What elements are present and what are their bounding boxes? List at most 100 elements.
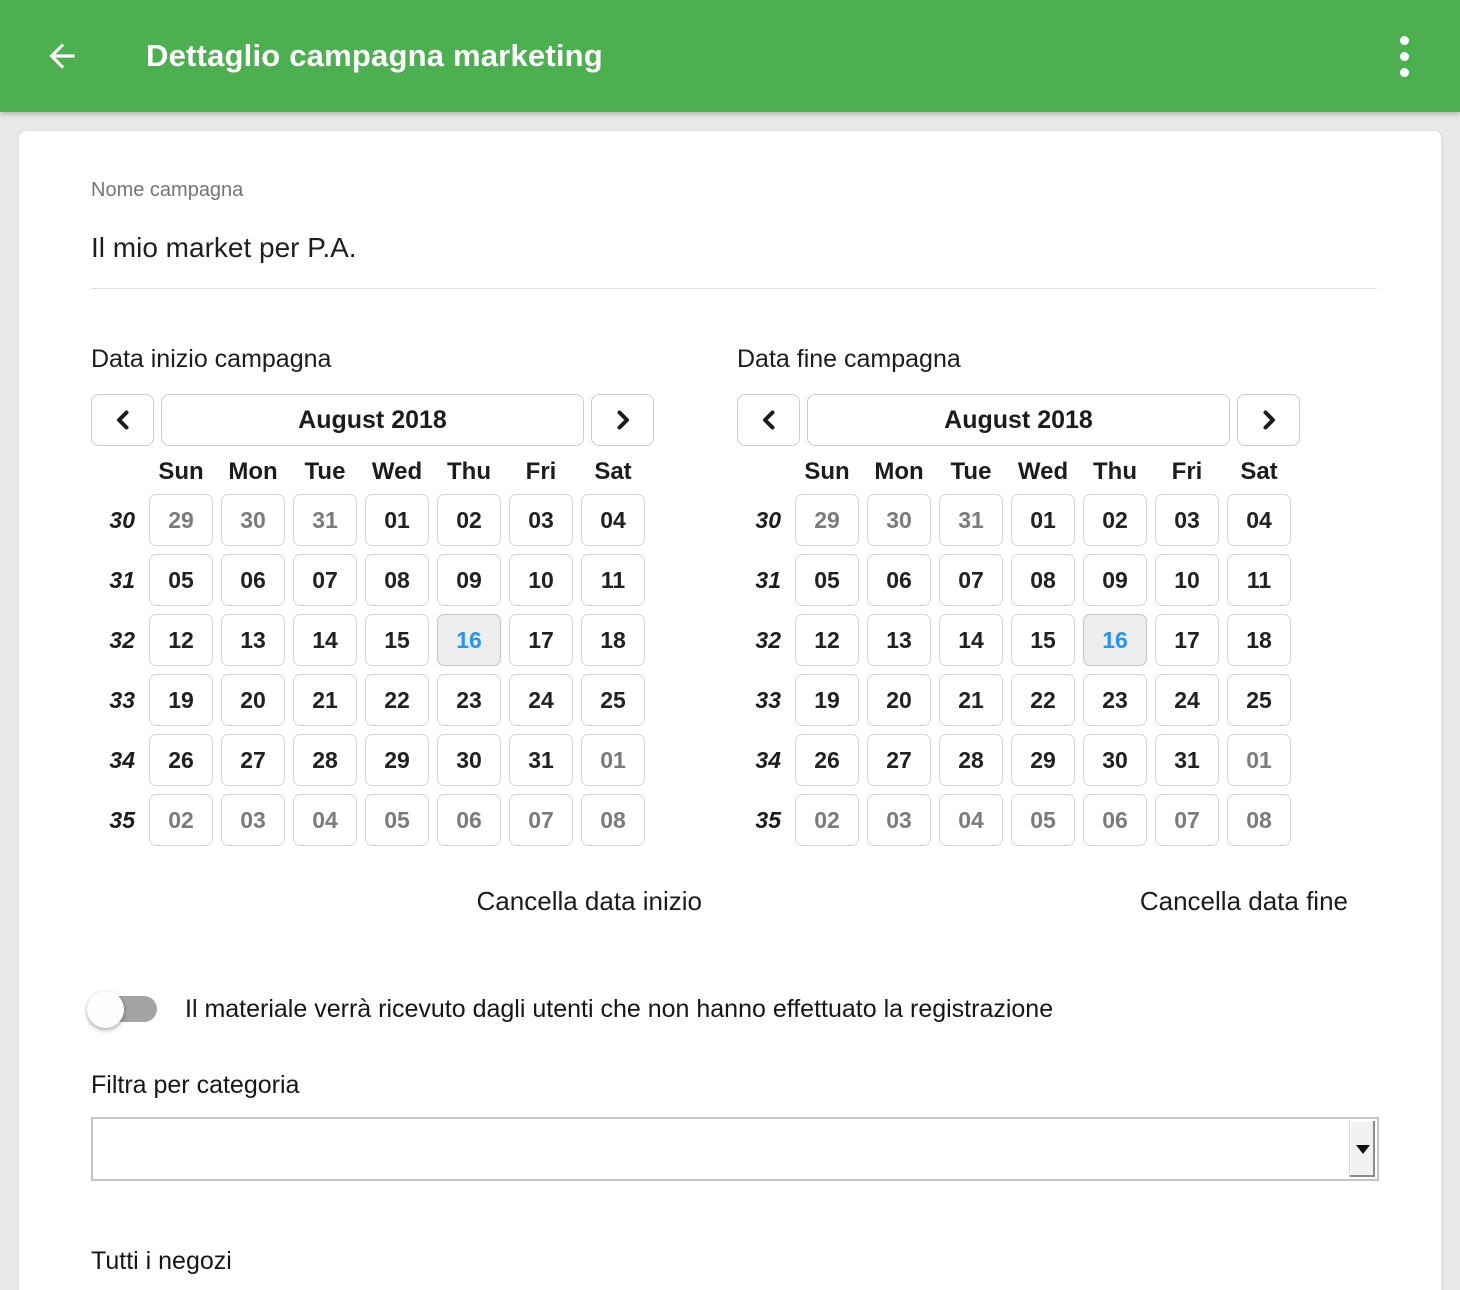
- day-cell[interactable]: 25: [581, 674, 645, 726]
- day-cell[interactable]: 23: [1083, 674, 1147, 726]
- day-cell[interactable]: 02: [795, 794, 859, 846]
- day-cell[interactable]: 01: [581, 734, 645, 786]
- day-cell[interactable]: 01: [1011, 494, 1075, 546]
- day-cell[interactable]: 02: [437, 494, 501, 546]
- day-cell[interactable]: 08: [1227, 794, 1291, 846]
- day-cell[interactable]: 26: [795, 734, 859, 786]
- day-cell[interactable]: 29: [795, 494, 859, 546]
- day-cell[interactable]: 20: [221, 674, 285, 726]
- day-cell[interactable]: 13: [221, 614, 285, 666]
- clear-start-date-button[interactable]: Cancella data inizio: [476, 886, 702, 916]
- prev-month-button[interactable]: [91, 394, 154, 446]
- day-cell[interactable]: 24: [509, 674, 573, 726]
- day-cell[interactable]: 18: [581, 614, 645, 666]
- day-cell[interactable]: 15: [365, 614, 429, 666]
- registration-toggle-switch[interactable]: [87, 991, 157, 1028]
- day-cell-selected[interactable]: 16: [1083, 614, 1147, 666]
- day-cell[interactable]: 05: [365, 794, 429, 846]
- day-cell[interactable]: 04: [939, 794, 1003, 846]
- day-cell[interactable]: 24: [1155, 674, 1219, 726]
- day-cell[interactable]: 31: [293, 494, 357, 546]
- next-month-button[interactable]: [591, 394, 654, 446]
- day-cell[interactable]: 03: [509, 494, 573, 546]
- day-cell[interactable]: 30: [1083, 734, 1147, 786]
- day-cell[interactable]: 22: [1011, 674, 1075, 726]
- month-year-button[interactable]: August 2018: [807, 394, 1230, 446]
- day-cell[interactable]: 13: [867, 614, 931, 666]
- day-cell[interactable]: 15: [1011, 614, 1075, 666]
- day-cell[interactable]: 02: [149, 794, 213, 846]
- clear-end-date-button[interactable]: Cancella data fine: [1139, 886, 1348, 916]
- day-cell[interactable]: 28: [939, 734, 1003, 786]
- day-cell[interactable]: 08: [1011, 554, 1075, 606]
- back-button[interactable]: [40, 34, 84, 78]
- day-cell[interactable]: 07: [509, 794, 573, 846]
- category-filter-select[interactable]: [91, 1117, 1379, 1181]
- month-year-button[interactable]: August 2018: [161, 394, 584, 446]
- prev-month-button[interactable]: [737, 394, 800, 446]
- day-cell[interactable]: 06: [437, 794, 501, 846]
- day-cell[interactable]: 04: [581, 494, 645, 546]
- day-cell[interactable]: 04: [1227, 494, 1291, 546]
- day-cell[interactable]: 03: [1155, 494, 1219, 546]
- day-cell[interactable]: 21: [939, 674, 1003, 726]
- day-cell[interactable]: 06: [221, 554, 285, 606]
- day-cell[interactable]: 31: [939, 494, 1003, 546]
- day-cell[interactable]: 26: [149, 734, 213, 786]
- day-cell[interactable]: 20: [867, 674, 931, 726]
- day-cell[interactable]: 03: [867, 794, 931, 846]
- day-cell[interactable]: 29: [1011, 734, 1075, 786]
- day-cell[interactable]: 12: [795, 614, 859, 666]
- day-cell[interactable]: 11: [581, 554, 645, 606]
- day-cell[interactable]: 27: [867, 734, 931, 786]
- day-cell[interactable]: 27: [221, 734, 285, 786]
- week-number: 32: [755, 626, 781, 653]
- day-cell[interactable]: 30: [221, 494, 285, 546]
- day-cell[interactable]: 19: [149, 674, 213, 726]
- day-cell[interactable]: 23: [437, 674, 501, 726]
- day-cell-selected[interactable]: 16: [437, 614, 501, 666]
- day-cell[interactable]: 17: [509, 614, 573, 666]
- day-cell[interactable]: 05: [1011, 794, 1075, 846]
- day-cell[interactable]: 30: [867, 494, 931, 546]
- day-cell[interactable]: 09: [437, 554, 501, 606]
- next-month-button[interactable]: [1237, 394, 1300, 446]
- day-cell[interactable]: 22: [365, 674, 429, 726]
- day-cell[interactable]: 14: [939, 614, 1003, 666]
- day-cell[interactable]: 31: [1155, 734, 1219, 786]
- day-cell[interactable]: 25: [1227, 674, 1291, 726]
- day-cell[interactable]: 10: [509, 554, 573, 606]
- day-cell[interactable]: 31: [509, 734, 573, 786]
- day-cell[interactable]: 02: [1083, 494, 1147, 546]
- overflow-menu-button[interactable]: [1384, 32, 1424, 80]
- day-cell[interactable]: 29: [149, 494, 213, 546]
- day-cell[interactable]: 29: [365, 734, 429, 786]
- campaign-name-input[interactable]: Il mio market per P.A.: [91, 232, 357, 263]
- day-cell[interactable]: 18: [1227, 614, 1291, 666]
- day-cell[interactable]: 05: [149, 554, 213, 606]
- weekday-label: Sun: [158, 458, 204, 485]
- select-dropdown-button[interactable]: [1349, 1121, 1375, 1177]
- day-cell[interactable]: 28: [293, 734, 357, 786]
- day-cell[interactable]: 17: [1155, 614, 1219, 666]
- day-cell[interactable]: 21: [293, 674, 357, 726]
- day-cell[interactable]: 14: [293, 614, 357, 666]
- day-cell[interactable]: 01: [365, 494, 429, 546]
- day-cell[interactable]: 09: [1083, 554, 1147, 606]
- day-cell[interactable]: 07: [1155, 794, 1219, 846]
- day-cell[interactable]: 19: [795, 674, 859, 726]
- day-cell[interactable]: 04: [293, 794, 357, 846]
- day-cell[interactable]: 05: [795, 554, 859, 606]
- day-cell[interactable]: 07: [293, 554, 357, 606]
- day-cell[interactable]: 10: [1155, 554, 1219, 606]
- day-cell[interactable]: 08: [581, 794, 645, 846]
- day-cell[interactable]: 12: [149, 614, 213, 666]
- day-cell[interactable]: 01: [1227, 734, 1291, 786]
- day-cell[interactable]: 30: [437, 734, 501, 786]
- day-cell[interactable]: 06: [867, 554, 931, 606]
- day-cell[interactable]: 08: [365, 554, 429, 606]
- day-cell[interactable]: 07: [939, 554, 1003, 606]
- day-cell[interactable]: 11: [1227, 554, 1291, 606]
- day-cell[interactable]: 06: [1083, 794, 1147, 846]
- day-cell[interactable]: 03: [221, 794, 285, 846]
